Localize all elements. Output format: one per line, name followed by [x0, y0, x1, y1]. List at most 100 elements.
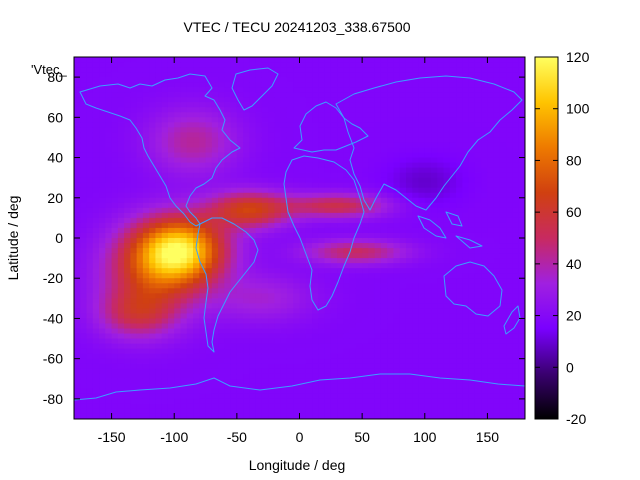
- heatmap-cell: [499, 363, 507, 370]
- heatmap-cell: [305, 142, 313, 149]
- heatmap-cell: [449, 187, 457, 194]
- heatmap-cell: [393, 383, 401, 390]
- heatmap-cell: [374, 162, 382, 169]
- heatmap-cell: [449, 318, 457, 325]
- heatmap-cell: [449, 303, 457, 309]
- heatmap-cell: [424, 77, 432, 83]
- heatmap-cell: [211, 263, 219, 269]
- heatmap-cell: [74, 177, 81, 184]
- heatmap-cell: [205, 202, 213, 209]
- heatmap-cell: [399, 388, 407, 395]
- heatmap-cell: [205, 393, 213, 400]
- heatmap-cell: [186, 62, 194, 68]
- heatmap-cell: [462, 343, 470, 350]
- heatmap-cell: [330, 323, 338, 330]
- heatmap-cell: [437, 363, 445, 370]
- heatmap-cell: [305, 117, 313, 123]
- heatmap-cell: [412, 258, 420, 264]
- heatmap-cell: [393, 117, 401, 123]
- heatmap-cell: [362, 378, 369, 385]
- heatmap-cell: [431, 268, 438, 274]
- heatmap-cell: [211, 97, 219, 103]
- heatmap-cell: [443, 157, 451, 164]
- heatmap-cell: [387, 258, 395, 264]
- heatmap-cell: [368, 77, 376, 83]
- heatmap-cell: [286, 333, 294, 340]
- heatmap-cell: [418, 77, 426, 83]
- heatmap-cell: [211, 328, 219, 335]
- heatmap-cell: [449, 112, 457, 118]
- heatmap-cell: [111, 403, 119, 410]
- heatmap-cell: [243, 288, 250, 294]
- heatmap-cell: [431, 62, 438, 68]
- heatmap-cell: [493, 353, 501, 360]
- heatmap-cell: [374, 398, 382, 405]
- heatmap-cell: [330, 318, 338, 325]
- heatmap-cell: [124, 87, 131, 93]
- heatmap-cell: [155, 328, 163, 335]
- heatmap-cell: [299, 328, 307, 335]
- heatmap-cell: [155, 117, 163, 123]
- heatmap-cell: [343, 207, 351, 214]
- heatmap-cell: [418, 293, 426, 299]
- heatmap-cell: [218, 182, 225, 189]
- heatmap-cell: [474, 413, 482, 419]
- heatmap-cell: [387, 238, 395, 244]
- heatmap-cell: [261, 393, 269, 400]
- heatmap-cell: [462, 358, 470, 365]
- heatmap-cell: [124, 187, 131, 194]
- heatmap-cell: [193, 393, 200, 400]
- heatmap-cell: [374, 217, 382, 224]
- heatmap-cell: [305, 177, 313, 184]
- heatmap-cell: [167, 202, 175, 209]
- heatmap-cell: [86, 353, 94, 360]
- heatmap-cell: [387, 72, 395, 78]
- heatmap-cell: [99, 273, 106, 279]
- heatmap-cell: [362, 333, 369, 340]
- heatmap-cell: [387, 162, 395, 169]
- heatmap-cell: [387, 408, 395, 415]
- heatmap-cell: [236, 378, 244, 385]
- heatmap-cell: [236, 313, 244, 320]
- heatmap-cell: [124, 142, 131, 149]
- heatmap-cell: [462, 313, 470, 320]
- heatmap-cell: [92, 273, 100, 279]
- heatmap-cell: [130, 263, 138, 269]
- heatmap-cell: [443, 323, 451, 330]
- heatmap-cell: [236, 92, 244, 98]
- heatmap-cell: [312, 182, 319, 189]
- heatmap-cell: [205, 368, 213, 375]
- heatmap-cell: [374, 273, 382, 279]
- heatmap-cell: [193, 303, 200, 309]
- heatmap-cell: [268, 152, 276, 159]
- heatmap-cell: [393, 137, 401, 144]
- heatmap-cell: [343, 313, 351, 320]
- heatmap-cell: [186, 132, 194, 139]
- heatmap-cell: [362, 192, 369, 199]
- heatmap-cell: [462, 57, 470, 63]
- heatmap-cell: [312, 263, 319, 269]
- heatmap-cell: [437, 77, 445, 83]
- heatmap-cell: [305, 127, 313, 134]
- heatmap-cell: [80, 172, 88, 179]
- heatmap-cell: [424, 393, 432, 400]
- heatmap-cell: [462, 192, 470, 199]
- heatmap-cell: [362, 268, 369, 274]
- heatmap-cell: [124, 112, 131, 118]
- heatmap-cell: [337, 142, 344, 149]
- heatmap-cell: [387, 383, 395, 390]
- heatmap-cell: [124, 398, 131, 405]
- heatmap-cell: [318, 378, 326, 385]
- heatmap-cell: [355, 248, 363, 254]
- heatmap-cell: [105, 373, 113, 380]
- heatmap-cell: [211, 152, 219, 159]
- heatmap-cell: [387, 227, 395, 234]
- heatmap-cell: [80, 238, 88, 244]
- heatmap-cell: [255, 303, 263, 309]
- heatmap-cell: [462, 132, 470, 139]
- heatmap-cell: [349, 207, 357, 214]
- heatmap-cell: [199, 408, 207, 415]
- heatmap-cell: [305, 398, 313, 405]
- heatmap-cell: [186, 147, 194, 154]
- heatmap-cell: [180, 333, 188, 340]
